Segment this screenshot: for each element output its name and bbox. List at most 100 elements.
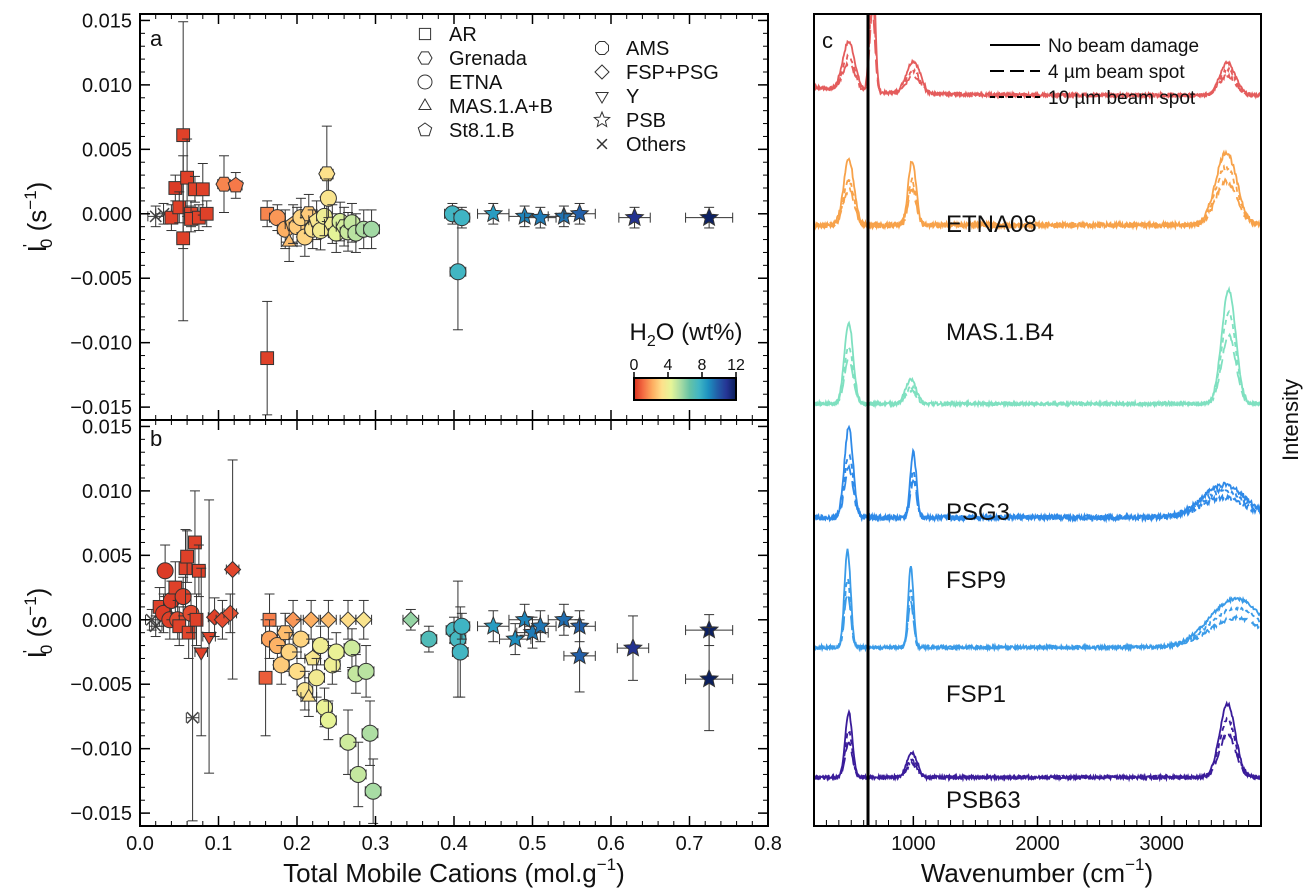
y-tick-label: −0.015 [70, 397, 132, 419]
x-tick-label: 0.7 [676, 833, 704, 855]
spectrum-line-10um [814, 14, 1261, 100]
spectra [814, 14, 1261, 783]
panel-a: a 0.015 0.010 0.005 0.000 −0.005 −0.010 −0.015 [70, 10, 769, 421]
data-point-circle [449, 263, 467, 281]
data-point-star [530, 207, 551, 227]
data-point-circle [343, 639, 361, 657]
legend-label: MAS.1.A+B [449, 96, 553, 118]
x-tick-label: 0.8 [754, 833, 782, 855]
colorbar-tick-label: 0 [630, 357, 639, 374]
spectrum-label: ETNA08 [946, 211, 1037, 238]
data-point-square [199, 206, 214, 221]
data-point-circle [349, 765, 367, 783]
spectrum-line-10um [814, 716, 1261, 783]
legend-symbol-octagon [595, 41, 609, 55]
legend-label: Y [626, 86, 639, 108]
data-point-square [260, 351, 275, 366]
spectrum-line-no-damage [814, 700, 1261, 783]
spectrum-label: PSB63 [946, 787, 1021, 814]
panel-a-y-ticks: 0.015 0.010 0.005 0.000 −0.005 −0.010 −0.015 [70, 10, 769, 420]
spectrum-line-4um [814, 463, 1261, 524]
y-tick-label: −0.005 [70, 674, 132, 696]
data-point-diamond [402, 611, 420, 629]
data-point-triangle [300, 688, 317, 702]
data-point-star [530, 615, 551, 635]
spectrum-line-no-damage [814, 285, 1261, 409]
spectra-labels: ETNA08 MAS.1.B4 PSG3 FSP9 FSP1 PSB63 [946, 211, 1054, 814]
data-point-square [172, 200, 187, 215]
data-point-triangle-down [193, 647, 210, 661]
data-point-hexagon [318, 166, 336, 182]
panel-c-frame [813, 13, 1262, 827]
data-point-square [168, 181, 183, 195]
data-point-square [258, 670, 273, 685]
spectrum-line-10um [814, 164, 1261, 231]
spectrum-line-10um [814, 453, 1261, 523]
data-point-square [188, 535, 202, 550]
spectrum-label: MAS.1.B4 [946, 319, 1054, 346]
data-point-circle [319, 711, 337, 729]
legend-symbol-square [418, 27, 432, 41]
y-tick-label: 0.010 [82, 481, 132, 503]
spectrum-fsp1 [814, 548, 1261, 653]
data-point-square [178, 561, 193, 576]
panel-b-y-axis-label: I'0 (s−1) [21, 588, 56, 659]
right-y-axis-label: Intensity [1278, 379, 1303, 461]
data-point-diamond [319, 611, 338, 629]
colorbar-tick-label: 4 [664, 357, 673, 374]
data-point-star [622, 637, 643, 657]
y-tick-label: 0.010 [82, 75, 132, 97]
spectrum-mas-1-b4 [814, 149, 1261, 231]
legend-symbol-pentagon [417, 122, 433, 137]
x-tick-label: 0.6 [597, 833, 625, 855]
spectrum-psb63 [814, 700, 1261, 783]
colorbar: H2O (wt%) 0 4 8 12 [630, 319, 745, 401]
data-point-circle [174, 588, 192, 606]
legend-symbol-triangle [418, 98, 432, 110]
data-point-square [180, 549, 194, 564]
spectrum-fsp9 [814, 424, 1261, 524]
legend-symbol-x [596, 138, 608, 150]
data-point-circle [451, 643, 469, 661]
left-x-axis-label: Total Mobile Cations (mol.g−1) [283, 855, 625, 888]
spectrum-line-4um [814, 729, 1261, 783]
data-point-square [191, 563, 206, 578]
panel-b-points [144, 459, 734, 824]
data-point-square [176, 231, 191, 246]
y-tick-label: 0.015 [82, 416, 132, 438]
data-point-circle [156, 562, 174, 580]
panel-b-x-ticks: 0.0 0.1 0.2 0.3 0.4 0.5 0.6 0.7 0.8 [126, 833, 782, 855]
data-point-circle [357, 662, 375, 680]
data-point-hexagon [215, 176, 233, 192]
data-point-star [569, 645, 590, 665]
y-tick-label: 0.015 [82, 10, 132, 32]
legend-label: FSP+PSG [626, 62, 719, 84]
legend-symbol-circle [417, 74, 433, 90]
colorbar-ticks: 0 4 8 12 [630, 357, 745, 378]
data-point-star [483, 203, 504, 223]
data-point-star [483, 615, 504, 635]
spectrum-label: FSP1 [946, 681, 1006, 708]
data-point-circle [453, 209, 471, 227]
panel-b: b 0.015 0.010 0.005 0.000 −0.005 −0.010 −0.015… [70, 416, 782, 855]
x-tick-label: 0.0 [126, 833, 154, 855]
data-point-square [180, 170, 194, 185]
x-tick-label: 0.2 [283, 833, 311, 855]
legend-label: AR [449, 24, 477, 46]
y-tick-label: 0.000 [82, 204, 132, 226]
y-tick-label: 0.000 [82, 610, 132, 632]
data-point-circle [327, 643, 345, 661]
x-tick-label: 0.4 [440, 833, 468, 855]
panel-b-y-ticks: 0.015 0.010 0.005 0.000 −0.005 −0.010 −0.015 [70, 416, 769, 826]
data-point-circle [420, 630, 438, 648]
panel-c: c No beam damage 4 µm beam spot 10 µm beam… [813, 13, 1303, 888]
y-tick-label: −0.015 [70, 803, 132, 825]
data-point-circle [453, 617, 471, 635]
data-point-diamond [354, 611, 373, 629]
data-point-diamond [223, 560, 242, 579]
right-x-axis-label: Wavenumber (cm−1) [921, 855, 1153, 888]
legend-label: Others [626, 134, 686, 156]
panel-c-label: c [822, 28, 833, 53]
line-style-legend: No beam damage 4 µm beam spot 10 µm beam s… [990, 36, 1199, 109]
